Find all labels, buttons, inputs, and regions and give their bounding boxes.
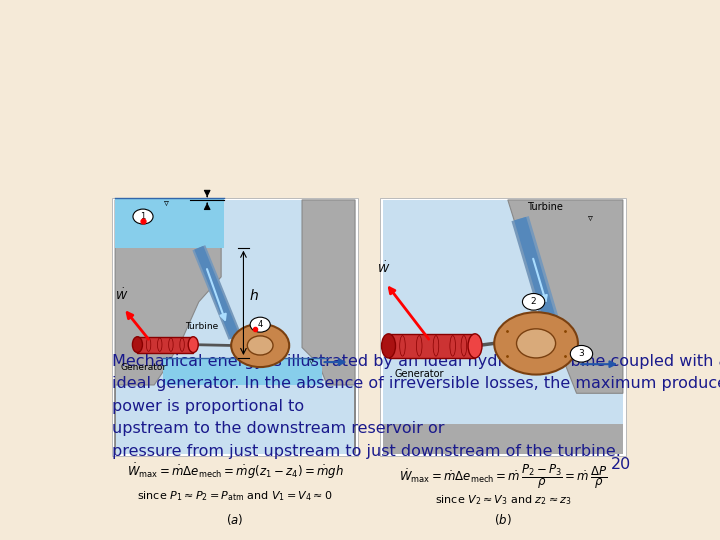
Text: Turbine: Turbine	[528, 202, 563, 212]
Circle shape	[516, 329, 556, 358]
Text: 2: 2	[531, 298, 536, 306]
Text: Turbine: Turbine	[185, 322, 218, 331]
Text: upstream to the downstream reservoir or: upstream to the downstream reservoir or	[112, 421, 450, 436]
Polygon shape	[508, 200, 623, 393]
FancyBboxPatch shape	[115, 200, 355, 454]
Text: $(b)$: $(b)$	[494, 512, 512, 527]
Text: Mechanical energy is illustrated by an ideal hydraulic turbine coupled with an: Mechanical energy is illustrated by an i…	[112, 354, 720, 369]
Text: 3: 3	[579, 349, 585, 358]
Text: Generator: Generator	[121, 363, 167, 373]
Polygon shape	[115, 200, 221, 454]
Circle shape	[523, 293, 545, 310]
FancyBboxPatch shape	[115, 198, 224, 248]
FancyBboxPatch shape	[383, 200, 623, 454]
Circle shape	[570, 346, 593, 362]
Ellipse shape	[468, 334, 482, 358]
Text: $\triangledown$: $\triangledown$	[163, 198, 169, 208]
Text: $\dot{W}$: $\dot{W}$	[115, 286, 128, 302]
Text: $\dot{W}_{\max} = \dot{m}\Delta e_{\mathrm{mech}} = \dot{m}g(z_1 - z_4) = \dot{m: $\dot{W}_{\max} = \dot{m}\Delta e_{\math…	[127, 462, 343, 481]
Text: pressure from just upstream to just downstream of the turbine.: pressure from just upstream to just down…	[112, 443, 621, 458]
FancyBboxPatch shape	[389, 334, 475, 358]
FancyBboxPatch shape	[112, 198, 358, 456]
Text: since $P_1 \approx P_2 = P_{\mathrm{atm}}$ and $V_1 = V_4 \approx 0$: since $P_1 \approx P_2 = P_{\mathrm{atm}…	[138, 489, 333, 503]
Text: $\dot{W}$: $\dot{W}$	[377, 259, 391, 275]
Circle shape	[250, 317, 270, 332]
Ellipse shape	[188, 337, 198, 353]
FancyBboxPatch shape	[383, 424, 623, 454]
Circle shape	[494, 312, 578, 375]
Text: 20: 20	[611, 457, 631, 472]
Text: $(a)$: $(a)$	[226, 512, 244, 527]
FancyBboxPatch shape	[138, 337, 193, 353]
Ellipse shape	[132, 337, 143, 353]
Text: power is proportional to: power is proportional to	[112, 399, 310, 414]
FancyBboxPatch shape	[380, 198, 626, 456]
Circle shape	[231, 324, 289, 367]
Circle shape	[248, 336, 273, 355]
Text: $h$: $h$	[249, 288, 259, 303]
Circle shape	[133, 209, 153, 224]
FancyBboxPatch shape	[163, 358, 322, 385]
Text: $\triangledown$: $\triangledown$	[307, 356, 315, 366]
Polygon shape	[302, 200, 355, 454]
Text: $\dot{W}_{\max} = \dot{m}\Delta e_{\mathrm{mech}} = \dot{m}\,\dfrac{P_2 - P_3}{\: $\dot{W}_{\max} = \dot{m}\Delta e_{\math…	[399, 462, 607, 491]
Text: 4: 4	[258, 320, 263, 329]
Text: since $V_2 \approx V_3$ and $z_2 \approx z_3$: since $V_2 \approx V_3$ and $z_2 \approx…	[435, 493, 571, 507]
Text: $\triangledown$: $\triangledown$	[587, 213, 593, 223]
Text: 1: 1	[140, 212, 145, 221]
Text: Generator: Generator	[394, 369, 444, 380]
Text: ideal generator. In the absence of irreversible losses, the maximum produced: ideal generator. In the absence of irrev…	[112, 376, 720, 392]
Ellipse shape	[382, 334, 395, 358]
